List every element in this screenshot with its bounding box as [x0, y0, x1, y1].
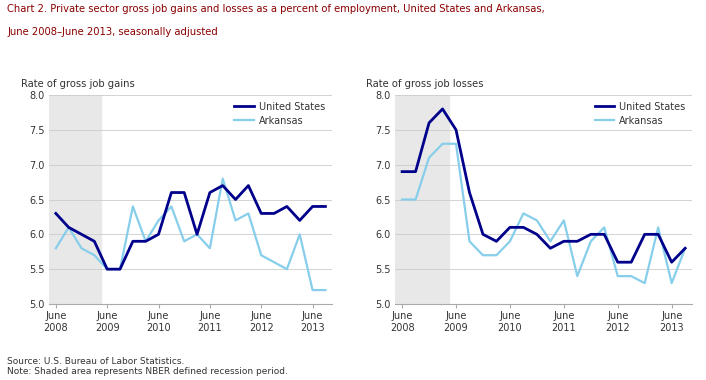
Text: June 2008–June 2013, seasonally adjusted: June 2008–June 2013, seasonally adjusted	[7, 27, 218, 36]
Legend: United States, Arkansas: United States, Arkansas	[592, 100, 687, 128]
Bar	[395, 95, 449, 304]
Bar	[49, 95, 101, 304]
Text: Chart 2. Private sector gross job gains and losses as a percent of employment, U: Chart 2. Private sector gross job gains …	[7, 4, 545, 14]
Text: Source: U.S. Bureau of Labor Statistics.
Note: Shaded area represents NBER defin: Source: U.S. Bureau of Labor Statistics.…	[7, 357, 288, 376]
Text: Rate of gross job gains: Rate of gross job gains	[21, 79, 135, 89]
Text: Rate of gross job losses: Rate of gross job losses	[366, 79, 483, 89]
Legend: United States, Arkansas: United States, Arkansas	[232, 100, 327, 128]
